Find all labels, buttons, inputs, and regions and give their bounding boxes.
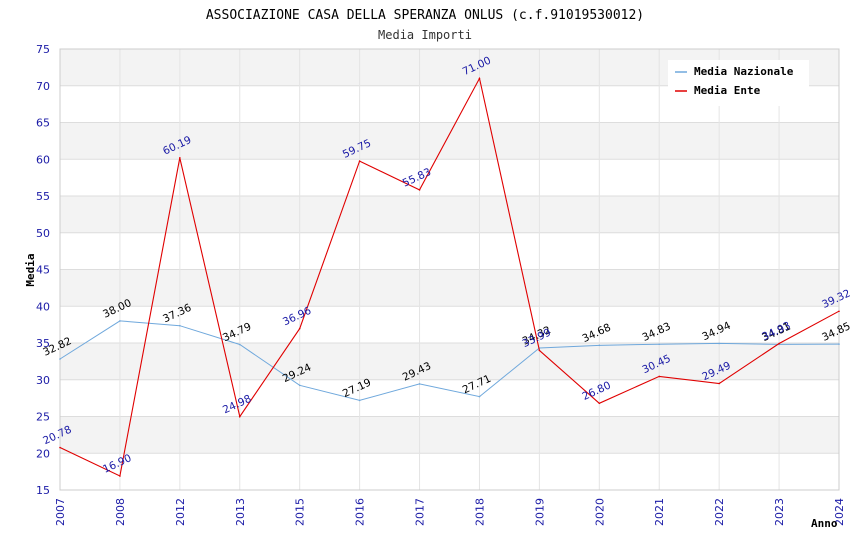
legend-label-ente: Media Ente [694, 84, 761, 97]
data-point-ente [238, 415, 241, 418]
data-point-ente [718, 382, 720, 385]
data-point-ente [838, 310, 840, 313]
x-tick-label: 2008 [114, 498, 127, 526]
data-point-nazionale [418, 383, 421, 385]
data-point-nazionale [358, 399, 361, 402]
x-axis-label: Anno [811, 517, 838, 530]
data-label-nazionale: 34.94 [700, 319, 733, 343]
x-tick-label: 2017 [414, 498, 427, 526]
data-point-ente [778, 342, 780, 345]
plot-border [59, 48, 840, 491]
data-point-ente [598, 402, 601, 405]
x-tick-label: 2018 [473, 498, 486, 526]
x-tick-label: 2020 [593, 498, 606, 526]
grid-band [60, 196, 839, 233]
grid-band [60, 343, 839, 380]
legend: Media Nazionale Media Ente [668, 60, 809, 106]
data-point-nazionale [179, 324, 181, 327]
data-point-nazionale [718, 342, 720, 345]
data-point-ente [119, 475, 121, 477]
data-label-nazionale: 34.79 [221, 321, 253, 345]
x-tick-label: 2007 [54, 498, 67, 526]
y-tick-label: 50 [36, 227, 50, 240]
x-axis-ticks: 2007 2008 2012 2013 2015 2016 2017 2018 2019 2020… [54, 498, 846, 526]
y-axis-label: Media [24, 253, 37, 286]
chart-subtitle: Media Importi [378, 28, 472, 42]
grid-lines [59, 48, 840, 491]
data-label-ente: 34.93 [760, 320, 792, 344]
data-label-nazionale: 34.68 [581, 321, 613, 345]
data-point-nazionale [838, 343, 840, 345]
data-point-nazionale [119, 320, 121, 322]
data-label-ente: 24.98 [221, 393, 253, 417]
data-point-nazionale [238, 343, 241, 346]
y-tick-label: 75 [36, 43, 50, 56]
x-tick-label: 2021 [653, 498, 666, 526]
chart-title: ASSOCIAZIONE CASA DELLA SPERANZA ONLUS (… [206, 8, 644, 23]
legend-label-nazionale: Media Nazionale [694, 65, 794, 78]
series-lines [59, 76, 840, 477]
series-line-nazionale [59, 320, 840, 401]
x-tick-label: 2016 [354, 498, 367, 526]
data-point-ente [658, 375, 661, 378]
data-label-ente: 55.83 [401, 166, 433, 190]
y-tick-label: 15 [36, 484, 50, 497]
data-label-ente: 36.96 [281, 305, 314, 329]
data-point-ente [358, 160, 361, 162]
y-tick-label: 55 [36, 190, 50, 203]
y-axis-ticks: 15 20 25 30 35 40 45 50 55 60 65 70 75 [36, 43, 50, 497]
y-tick-label: 25 [36, 411, 50, 424]
y-tick-label: 40 [36, 300, 50, 313]
data-point-ente [298, 327, 301, 330]
data-point-ente [538, 349, 541, 352]
y-tick-label: 45 [36, 264, 50, 277]
legend-box [668, 60, 809, 106]
y-tick-label: 30 [36, 374, 50, 387]
data-point-nazionale [658, 343, 661, 346]
data-point-ente [179, 157, 181, 159]
grid-band [60, 269, 839, 307]
x-tick-label: 2012 [174, 498, 187, 526]
x-tick-label: 2019 [533, 498, 546, 526]
x-tick-label: 2024 [833, 498, 846, 526]
data-label-nazionale: 34.83 [640, 320, 672, 344]
data-point-nazionale [598, 344, 601, 347]
series-line-ente [59, 76, 840, 477]
data-label-nazionale: 34.85 [820, 320, 850, 344]
x-tick-label: 2023 [773, 498, 786, 526]
data-point-ente [59, 446, 61, 449]
grid-band [60, 416, 839, 454]
y-tick-label: 60 [36, 153, 50, 166]
data-label-ente: 16.90 [101, 452, 133, 476]
x-tick-label: 2022 [713, 498, 726, 526]
y-tick-label: 20 [36, 447, 50, 460]
data-point-nazionale [478, 395, 481, 398]
data-point-ente [478, 77, 481, 80]
y-tick-label: 70 [36, 80, 50, 93]
y-tick-label: 65 [36, 117, 50, 130]
y-tick-label: 35 [36, 337, 50, 350]
grid-bands [60, 49, 839, 454]
grid-band [60, 122, 839, 160]
x-tick-label: 2015 [294, 498, 307, 526]
data-point-nazionale [59, 358, 61, 360]
data-point-nazionale [298, 384, 301, 387]
x-tick-label: 2013 [234, 498, 247, 526]
data-point-ente [418, 189, 421, 191]
